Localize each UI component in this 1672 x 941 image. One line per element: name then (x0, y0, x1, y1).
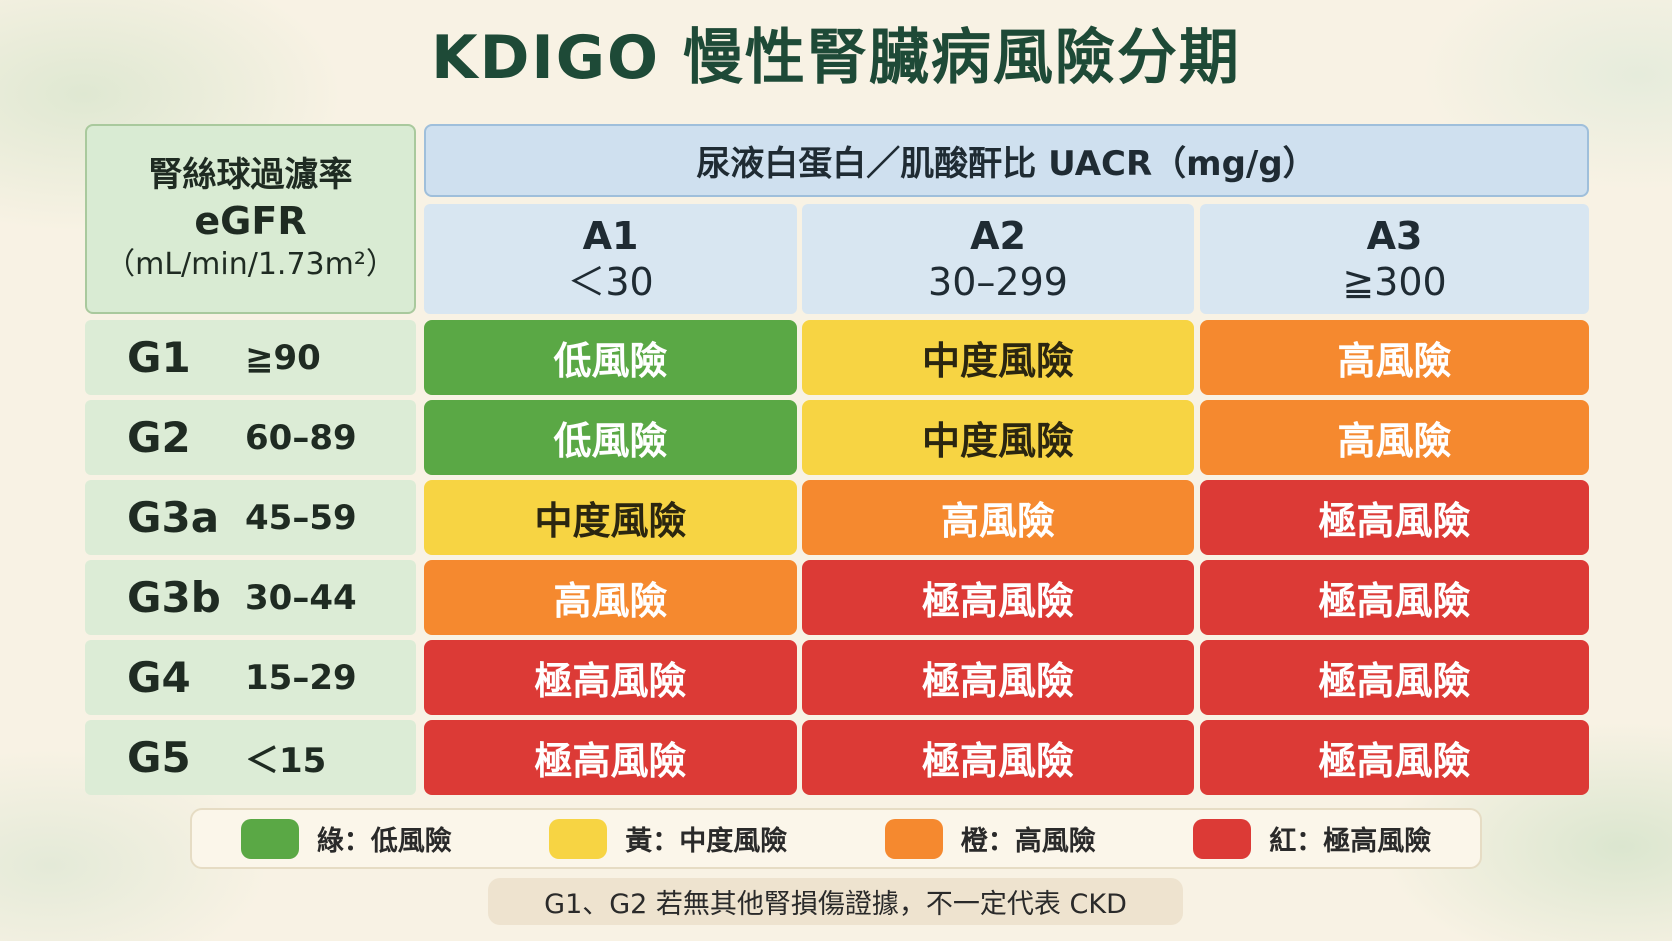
note: G1、G2 若無其他腎損傷證據，不一定代表 CKD (488, 878, 1183, 925)
row-header: G3a 45–59 (85, 480, 416, 555)
legend-label: 橙：高風險 (960, 826, 1096, 857)
legend-swatch (549, 818, 608, 859)
column-header: A1 ＜30 (424, 204, 797, 314)
risk-cell: 高風險 (1200, 320, 1589, 395)
stage-range: ＜15 (245, 741, 327, 781)
legend-item: 橙：高風險 (884, 818, 1096, 859)
egfr-header: 腎絲球過濾率 eGFR （mL/min/1.73m²） (85, 124, 416, 314)
column-range: ＜30 (567, 260, 654, 304)
risk-cell: 極高風險 (1200, 720, 1589, 795)
title: KDIGO 慢性腎臟病風險分期 (431, 22, 1241, 93)
risk-cell: 極高風險 (802, 640, 1194, 715)
legend-label: 綠：低風險 (316, 826, 452, 857)
column-header: A3 ≧300 (1200, 204, 1589, 314)
column-code: A1 (582, 214, 639, 258)
column-header: A2 30–299 (802, 204, 1194, 314)
risk-cell: 高風險 (424, 560, 797, 635)
stage: G5 (127, 733, 191, 782)
risk-cell: 低風險 (424, 400, 797, 475)
stage-range: ≧90 (245, 337, 321, 378)
column-code: A2 (970, 214, 1026, 258)
risk-cell: 中度風險 (424, 480, 797, 555)
risk-cell: 中度風險 (802, 320, 1194, 395)
row-header: G4 15–29 (85, 640, 416, 715)
legend-label: 紅：極高風險 (1269, 826, 1432, 857)
stage: G4 (127, 653, 191, 702)
risk-cell: 極高風險 (424, 640, 797, 715)
legend-item: 黃：中度風險 (549, 818, 788, 859)
risk-cell: 低風險 (424, 320, 797, 395)
risk-cell: 極高風險 (1200, 480, 1589, 555)
risk-cell: 極高風險 (802, 560, 1194, 635)
stage: G1 (127, 333, 191, 382)
row-header: G2 60–89 (85, 400, 416, 475)
legend-label: 黃：中度風險 (625, 826, 788, 857)
risk-cell: 高風險 (802, 480, 1194, 555)
risk-cell: 極高風險 (424, 720, 797, 795)
legend-swatch (1193, 818, 1252, 859)
row-header: G5 ＜15 (85, 720, 416, 795)
risk-cell: 極高風險 (802, 720, 1194, 795)
egfr-header-line: （mL/min/1.73m²） (105, 247, 396, 282)
risk-cell: 高風險 (1200, 400, 1589, 475)
egfr-header-line: eGFR (194, 199, 307, 243)
risk-cell: 極高風險 (1200, 640, 1589, 715)
stage: G3a (127, 493, 220, 542)
uacr-header: 尿液白蛋白／肌酸酐比 UACR（mg/g） (424, 124, 1589, 197)
stage-range: 15–29 (245, 657, 357, 698)
legend: 綠：低風險 黃：中度風險 橙：高風險 紅：極高風險 (190, 808, 1482, 869)
legend-item: 紅：極高風險 (1193, 818, 1432, 859)
column-range: 30–299 (928, 260, 1068, 304)
column-code: A3 (1366, 214, 1423, 258)
row-header: G3b 30–44 (85, 560, 416, 635)
egfr-header-line: 腎絲球過濾率 (148, 155, 353, 195)
legend-swatch (240, 818, 299, 859)
row-header: G1 ≧90 (85, 320, 416, 395)
stage: G2 (127, 413, 191, 462)
risk-cell: 極高風險 (1200, 560, 1589, 635)
risk-cell: 中度風險 (802, 400, 1194, 475)
stage: G3b (127, 573, 221, 622)
stage-range: 30–44 (245, 577, 357, 618)
legend-swatch (884, 818, 943, 859)
column-range: ≧300 (1342, 260, 1447, 304)
legend-item: 綠：低風險 (240, 818, 452, 859)
stage-range: 45–59 (245, 497, 357, 538)
stage-range: 60–89 (245, 417, 357, 458)
